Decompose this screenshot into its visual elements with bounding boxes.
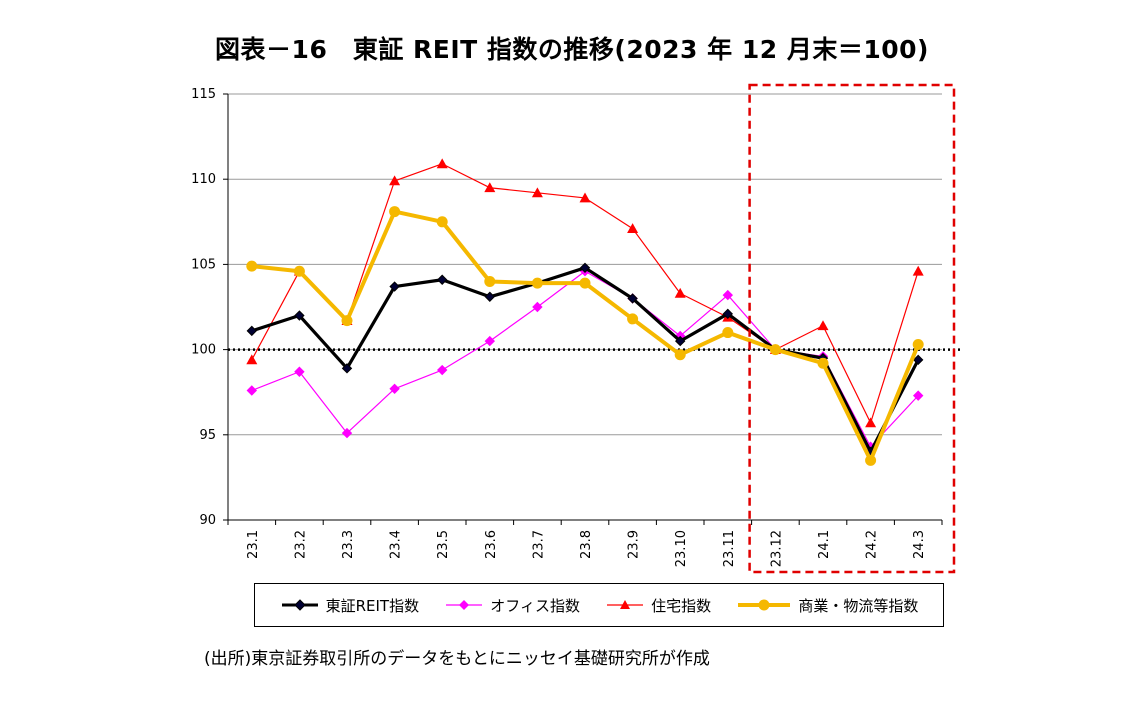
data-point xyxy=(246,260,258,272)
x-tick-label: 24.1 xyxy=(817,530,832,559)
data-point xyxy=(531,277,543,289)
series-layer xyxy=(246,158,924,466)
data-point xyxy=(912,265,924,276)
x-tick-label: 23.11 xyxy=(722,530,737,567)
data-point xyxy=(627,223,639,234)
data-point xyxy=(436,274,448,285)
legend-label-commercial: 商業・物流等指数 xyxy=(798,596,919,615)
data-point xyxy=(722,327,734,339)
data-point xyxy=(389,206,401,218)
series-line xyxy=(251,163,919,424)
source-note: (出所)東京証券取引所のデータをもとにニッセイ基礎研究所が作成 xyxy=(204,649,710,669)
data-point xyxy=(912,338,924,350)
data-point xyxy=(674,349,686,361)
data-point xyxy=(579,192,591,203)
data-point xyxy=(484,182,496,193)
data-point xyxy=(341,315,353,327)
data-point xyxy=(865,454,877,466)
x-tick-label: 23.5 xyxy=(436,530,451,559)
x-tick-label: 23.4 xyxy=(389,530,404,559)
data-point xyxy=(294,366,305,377)
x-tick-label: 24.3 xyxy=(912,530,927,559)
x-tick-label: 23.10 xyxy=(674,530,689,567)
legend-label-reit: 東証REIT指数 xyxy=(325,596,420,615)
legend: 東証REIT指数 オフィス指数 住宅指数 商業・物流等指数 xyxy=(254,583,944,627)
data-point xyxy=(579,277,591,289)
legend-reit-swatch xyxy=(281,599,318,611)
data-point xyxy=(627,293,638,304)
legend-label-office: オフィス指数 xyxy=(490,596,580,615)
x-tick-label: 23.3 xyxy=(341,530,356,559)
x-tick-label: 23.6 xyxy=(484,530,499,559)
legend-residential-swatch xyxy=(607,600,644,609)
data-point xyxy=(436,158,448,169)
series-3 xyxy=(246,206,924,466)
highlight-box xyxy=(748,83,956,574)
data-point xyxy=(674,335,686,347)
x-tick-label: 23.9 xyxy=(627,530,642,559)
data-point xyxy=(246,385,258,396)
x-axis: 23.1 23.2 23.3 23.4 23.5 23.6 23.7 23.8 23.9 23.1… xyxy=(227,519,943,567)
data-point xyxy=(722,308,734,320)
x-tick-label: 23.1 xyxy=(246,530,261,559)
data-point xyxy=(246,354,258,365)
series-line xyxy=(251,209,921,463)
data-point xyxy=(293,265,305,277)
data-point xyxy=(769,344,781,356)
data-point xyxy=(389,383,400,394)
x-tick-label: 23.8 xyxy=(579,530,594,559)
data-point xyxy=(436,216,448,228)
data-point xyxy=(531,187,543,198)
data-point xyxy=(246,325,258,337)
legend-item-reit: 東証REIT指数 xyxy=(280,595,420,616)
data-point xyxy=(627,313,639,325)
data-point xyxy=(484,275,496,287)
legend-label-residential: 住宅指数 xyxy=(651,596,712,615)
y-tick-label: 100 xyxy=(191,343,216,358)
data-point xyxy=(532,301,543,313)
legend-item-commercial: 商業・物流等指数 xyxy=(736,595,918,616)
data-point xyxy=(484,335,496,347)
x-tick-label: 24.2 xyxy=(865,530,880,559)
x-tick-label: 23.12 xyxy=(769,530,784,567)
y-tick-label: 115 xyxy=(191,87,216,102)
data-point xyxy=(436,364,448,376)
data-point xyxy=(389,281,400,292)
chart-title: 図表－16 東証 REIT 指数の推移(2023 年 12 月末＝100) xyxy=(215,35,929,64)
data-point xyxy=(484,291,496,302)
data-point xyxy=(341,363,353,374)
data-point xyxy=(865,417,877,428)
legend-item-office: オフィス指数 xyxy=(444,595,580,616)
data-point xyxy=(912,354,924,366)
y-axis: 90 95 100 105 110 115 xyxy=(191,87,229,528)
y-tick-label: 95 xyxy=(199,428,216,443)
legend-commercial-swatch xyxy=(738,599,791,611)
data-point xyxy=(817,357,829,369)
y-tick-label: 105 xyxy=(191,257,216,272)
y-tick-label: 90 xyxy=(199,513,216,528)
data-point xyxy=(674,287,686,298)
legend-office-swatch xyxy=(446,600,483,610)
y-tick-label: 110 xyxy=(191,172,216,187)
data-point xyxy=(341,427,353,439)
data-point xyxy=(294,310,305,321)
x-tick-label: 23.7 xyxy=(531,530,546,559)
data-point xyxy=(817,320,829,331)
series-2 xyxy=(246,158,924,428)
data-point xyxy=(912,390,924,401)
data-point xyxy=(389,175,401,186)
data-point xyxy=(579,262,591,274)
legend-item-residential: 住宅指数 xyxy=(605,595,711,616)
x-tick-label: 23.2 xyxy=(293,530,308,559)
data-point xyxy=(722,289,734,301)
